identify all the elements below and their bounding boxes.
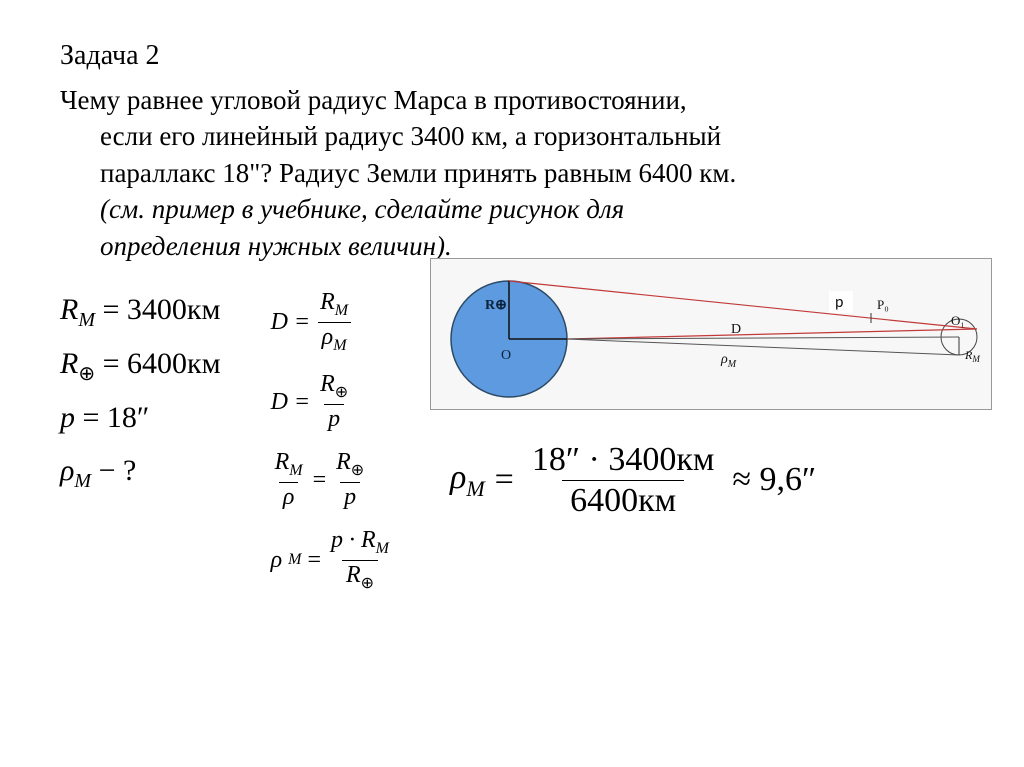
label-R-earth: R⊕ — [485, 298, 507, 313]
eq-ratio-equality: RМ ρ = R⊕ p — [271, 450, 393, 510]
label-P0: P₀ — [877, 297, 889, 312]
parallax-diagram: R⊕ O D ρМ P₀ O₁ RМ p — [430, 258, 992, 410]
final-result: ρМ = 18″ · 3400км 6400км ≈ 9,6″ — [450, 440, 816, 520]
given-Rearth: R⊕ = 6400км — [60, 338, 221, 392]
label-O1: O₁ — [951, 313, 965, 328]
label-D: D — [731, 322, 741, 337]
problem-line-5: определения нужных величин). — [100, 231, 452, 261]
given-Rm: RМ = 3400км — [60, 284, 221, 338]
problem-line-3: параллакс 18"? Радиус Земли принять равн… — [100, 158, 736, 188]
label-rho: ρМ — [720, 352, 737, 370]
eq-rho-solution: ρМ = p · RМ R⊕ — [271, 528, 393, 592]
label-O: O — [501, 348, 511, 363]
derivation: D = RМ ρМ D = R⊕ p RМ ρ = — [271, 290, 393, 592]
problem-line-4: (см. пример в учебнике, сделайте рисунок… — [100, 194, 624, 224]
lower-line — [567, 339, 959, 355]
given-rho: ρМ − ? — [60, 445, 221, 499]
problem-title: Задача 2 — [60, 40, 994, 72]
problem-line-1: Чему равнее угловой радиус Марса в проти… — [60, 85, 687, 115]
given-p: p = 18″ — [60, 392, 221, 445]
label-p: p — [835, 293, 843, 312]
given-values: RМ = 3400км R⊕ = 6400км p = 18″ ρМ − ? — [60, 284, 221, 499]
eq-D-Rearth-over-p: D = R⊕ p — [271, 372, 393, 432]
sight-line-top — [509, 281, 977, 329]
problem-line-2: если его линейный радиус 3400 км, а гори… — [100, 121, 721, 151]
eq-D-Rm-over-rho: D = RМ ρМ — [271, 290, 393, 354]
problem-statement: Чему равнее угловой радиус Марса в проти… — [60, 82, 994, 264]
label-Rm: RМ — [964, 348, 980, 364]
